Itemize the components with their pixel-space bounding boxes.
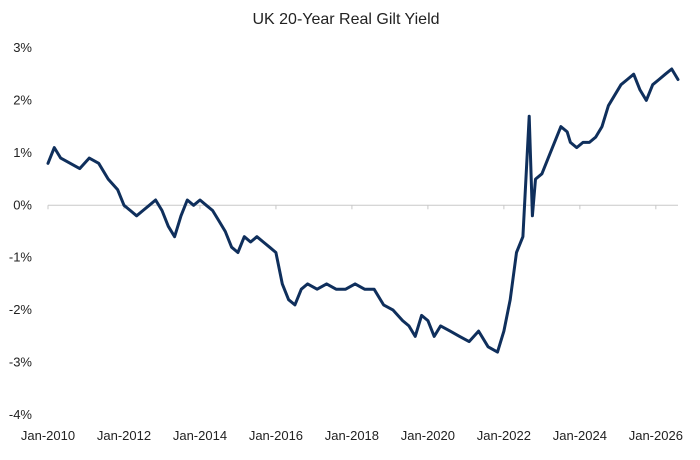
y-tick-label: -4% [9,407,33,422]
y-tick-label: 3% [13,40,32,55]
x-tick-label: Jan-2010 [21,428,75,443]
x-tick-label: Jan-2024 [553,428,607,443]
series-line [46,67,680,354]
x-tick-label: Jan-2014 [173,428,227,443]
chart-title: UK 20-Year Real Gilt Yield [252,11,439,28]
y-tick-label: 0% [13,197,32,212]
x-tick-label: Jan-2016 [249,428,303,443]
x-axis-tick-marks [47,205,657,210]
x-tick-label: Jan-2018 [325,428,379,443]
x-tick-label: Jan-2026 [629,428,683,443]
x-tick-label: Jan-2020 [401,428,455,443]
y-tick-label: 2% [13,92,32,107]
x-tick-label: Jan-2022 [477,428,531,443]
x-tick-label: Jan-2012 [97,428,151,443]
y-tick-label: -3% [9,355,33,370]
y-tick-label: -2% [9,302,33,317]
y-tick-label: -1% [9,250,33,265]
x-axis-ticks: Jan-2010 Jan-2012 Jan-2014 Jan-2016 Jan-2018… [21,428,683,443]
y-axis-ticks: 3% 2% 1% 0% -1% -2% -3% -4% [9,40,33,422]
y-tick-label: 1% [13,145,32,160]
